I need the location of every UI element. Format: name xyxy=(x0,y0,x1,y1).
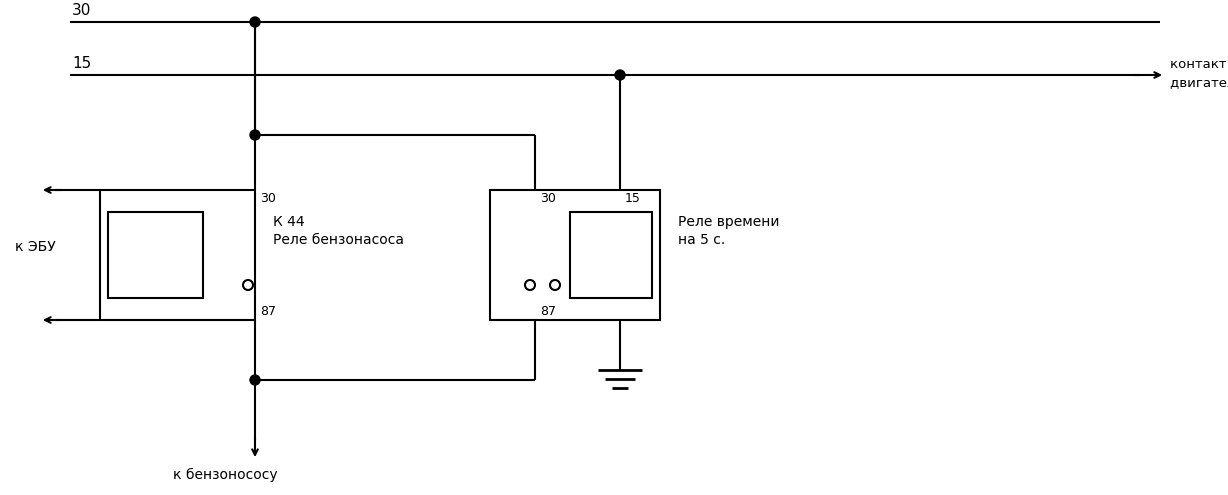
Bar xyxy=(570,212,652,298)
Text: 87: 87 xyxy=(540,305,556,318)
Text: контакт D разъема: контакт D разъема xyxy=(1170,58,1228,71)
Bar xyxy=(490,190,659,320)
Text: 87: 87 xyxy=(260,305,276,318)
Text: к бензонососу: к бензонососу xyxy=(173,468,278,482)
Circle shape xyxy=(251,375,260,385)
Bar xyxy=(108,212,203,298)
Text: на 5 с.: на 5 с. xyxy=(678,233,726,247)
Text: 15: 15 xyxy=(625,192,641,205)
Text: 15: 15 xyxy=(72,56,91,71)
Circle shape xyxy=(615,70,625,80)
Circle shape xyxy=(251,130,260,140)
Text: 30: 30 xyxy=(72,3,91,18)
Circle shape xyxy=(526,280,535,290)
Text: к ЭБУ: к ЭБУ xyxy=(15,240,55,254)
Circle shape xyxy=(550,280,560,290)
Text: 30: 30 xyxy=(260,192,276,205)
Circle shape xyxy=(243,280,253,290)
Text: Реле времени: Реле времени xyxy=(678,215,780,229)
Bar xyxy=(99,190,255,320)
Text: двигателя стеклоочистителя: двигателя стеклоочистителя xyxy=(1170,76,1228,89)
Text: К 44: К 44 xyxy=(273,215,305,229)
Text: 30: 30 xyxy=(540,192,556,205)
Circle shape xyxy=(251,17,260,27)
Text: Реле бензонасоса: Реле бензонасоса xyxy=(273,233,404,247)
